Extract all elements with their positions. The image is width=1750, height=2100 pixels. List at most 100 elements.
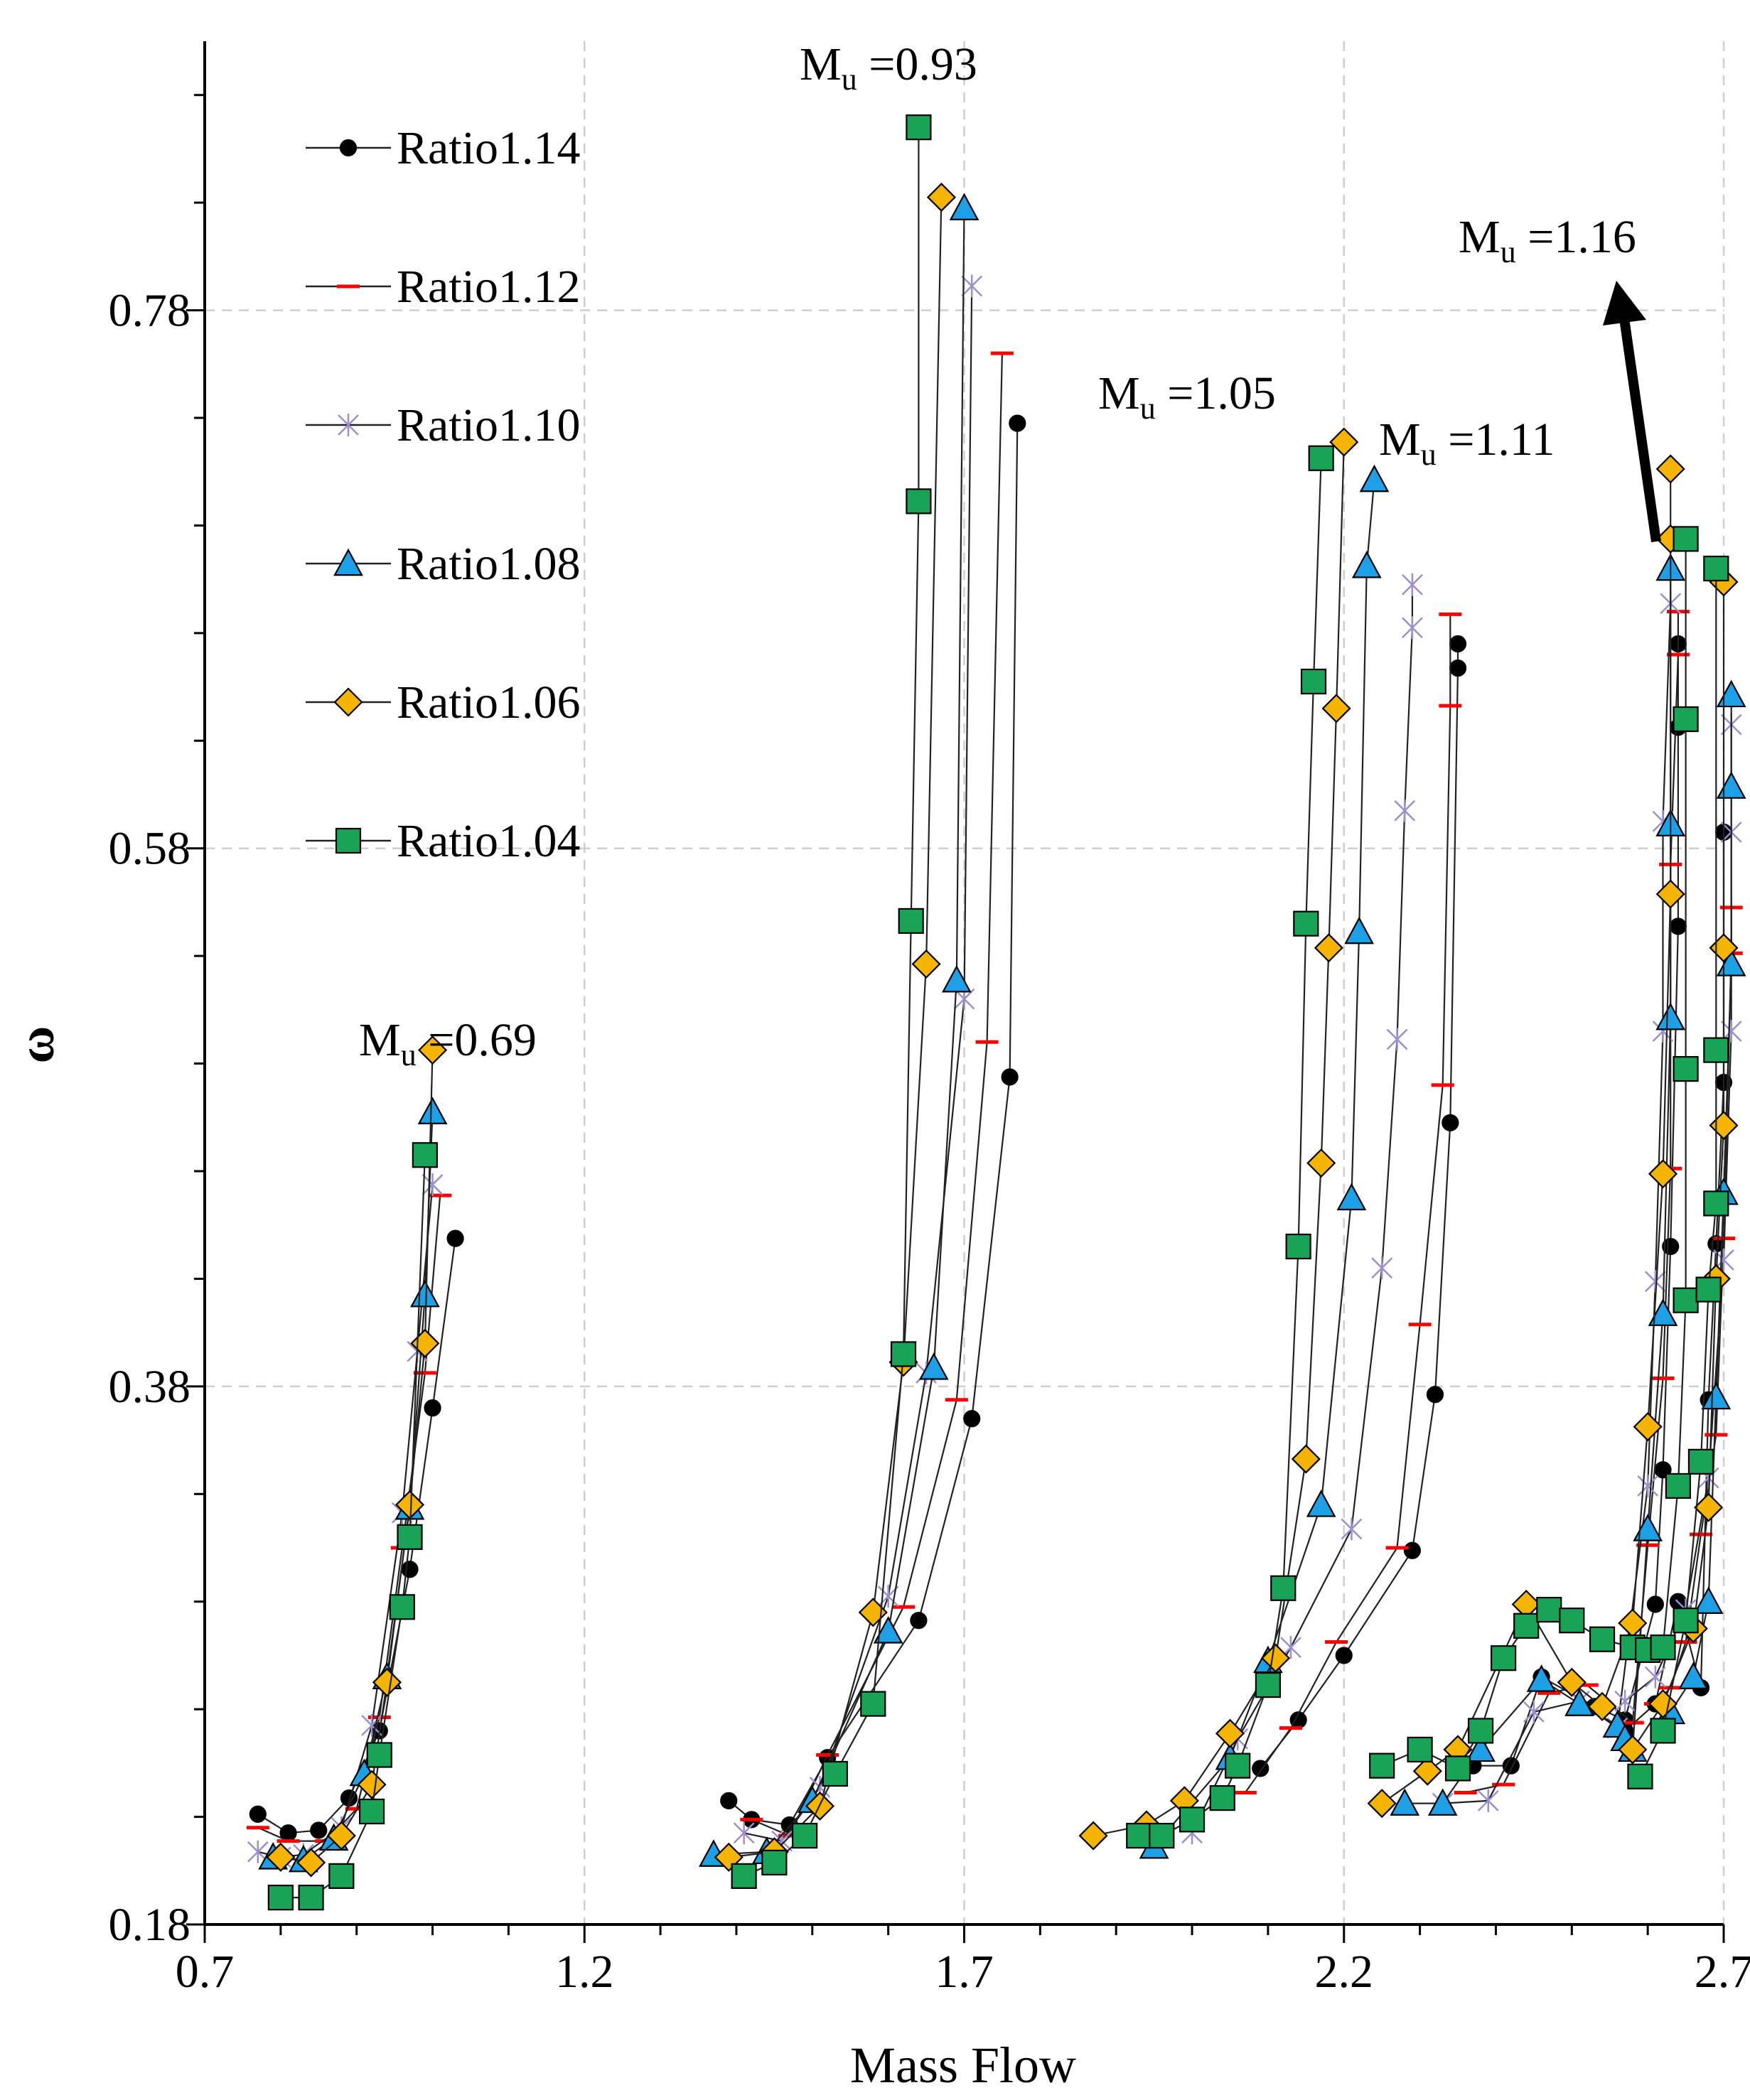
data-point <box>1335 1647 1353 1664</box>
data-point <box>1078 1821 1108 1851</box>
data-point <box>1009 414 1026 432</box>
data-point <box>792 1822 818 1849</box>
data-point <box>1308 445 1334 471</box>
series-line <box>1639 569 1717 1777</box>
data-point <box>267 1885 294 1911</box>
legend-entry: Ratio1.12 <box>306 261 581 313</box>
data-point <box>1449 635 1467 653</box>
data-point <box>310 1821 328 1839</box>
data-point <box>926 183 957 212</box>
data-point <box>1665 1472 1691 1499</box>
data-point <box>1225 1752 1251 1779</box>
mach-annotation-base: M <box>800 38 842 90</box>
x-tick-label: 2.2 <box>1315 1946 1374 1998</box>
data-point <box>906 114 932 141</box>
series-ratio1-04 <box>267 114 1729 1911</box>
data-point <box>720 1792 738 1809</box>
data-point <box>1336 1183 1367 1211</box>
legend-entry: Ratio1.04 <box>306 815 581 867</box>
plot-area <box>246 114 1746 1911</box>
data-point <box>266 1842 296 1872</box>
legend-label: Ratio1.06 <box>397 677 581 728</box>
data-point <box>397 1524 423 1550</box>
legend-label: Ratio1.08 <box>397 538 581 590</box>
legend-entry: Ratio1.08 <box>306 538 581 590</box>
data-point <box>822 1760 848 1787</box>
legend-entry: Ratio1.06 <box>306 677 581 728</box>
data-point <box>1402 616 1423 640</box>
legend: Ratio1.14 Ratio1.12 Ratio1.10 Ratio1.08 Rati… <box>306 122 581 867</box>
data-point <box>1491 1645 1517 1671</box>
mach-annotation: Mu =1.16 <box>1459 211 1636 269</box>
data-point <box>1648 1159 1678 1189</box>
data-point <box>1627 1763 1653 1789</box>
data-point <box>296 1848 326 1878</box>
data-point <box>1678 1662 1709 1689</box>
data-point <box>911 949 941 979</box>
data-point <box>358 1798 385 1825</box>
y-tick-label: 0.18 <box>109 1899 191 1951</box>
data-point <box>1709 933 1739 963</box>
data-point <box>1587 1691 1617 1721</box>
data-point <box>401 1561 419 1578</box>
data-point <box>1359 464 1390 492</box>
series-line <box>1244 614 1451 1794</box>
data-point <box>1390 1788 1420 1816</box>
data-point <box>249 1805 267 1823</box>
legend-marker <box>339 139 358 157</box>
series-line <box>1442 603 1672 1804</box>
x-tick-label: 1.7 <box>935 1946 994 1998</box>
y-tick-label: 0.58 <box>109 823 191 875</box>
data-point <box>446 1229 464 1247</box>
data-point <box>361 1713 382 1737</box>
mach-annotation-base: M <box>1098 367 1140 419</box>
data-point <box>298 1885 324 1911</box>
series-line <box>1631 581 1725 1750</box>
data-point <box>1329 427 1359 457</box>
x-tick-label: 1.2 <box>555 1946 614 1998</box>
data-point <box>1300 668 1327 695</box>
data-point <box>1646 1595 1664 1613</box>
data-point <box>961 274 983 298</box>
data-point <box>941 964 972 993</box>
legend-label: Ratio1.14 <box>397 122 581 174</box>
data-point <box>1655 1002 1686 1030</box>
mach-annotation-base: M <box>1459 211 1501 263</box>
data-point <box>890 1341 917 1367</box>
mach-annotation-base: M <box>1379 414 1421 465</box>
data-point <box>1427 1788 1458 1816</box>
data-point <box>1614 1689 1636 1713</box>
data-point <box>1650 1718 1676 1744</box>
data-point <box>731 1863 757 1889</box>
data-point <box>1344 916 1374 944</box>
data-point <box>1589 1626 1616 1652</box>
data-point <box>1669 917 1687 935</box>
data-point <box>1426 1386 1444 1404</box>
legend-marker <box>335 827 362 854</box>
data-point <box>1716 679 1746 708</box>
data-point <box>1442 1114 1459 1131</box>
data-point <box>1633 1412 1663 1442</box>
mach-annotation: Mu =0.93 <box>800 38 977 97</box>
data-point <box>1673 1608 1699 1634</box>
series-line <box>1093 442 1345 1837</box>
arrow-head <box>1603 281 1646 325</box>
data-point <box>1716 949 1746 976</box>
data-point <box>1633 1514 1663 1541</box>
x-tick-label: 2.7 <box>1695 1946 1750 1998</box>
data-point <box>1306 1490 1336 1517</box>
data-point <box>1694 1492 1724 1522</box>
legend-label: Ratio1.10 <box>397 399 581 451</box>
data-point <box>1644 1665 1666 1689</box>
data-point <box>1703 1037 1729 1063</box>
mach-annotation: Mu =0.69 <box>359 1014 537 1072</box>
data-point <box>860 1691 886 1717</box>
data-point <box>1126 1822 1152 1849</box>
axis-ticks <box>186 94 1725 1943</box>
mach-annotation-base: M <box>359 1014 401 1066</box>
data-point <box>1412 1756 1442 1786</box>
data-point <box>1662 1237 1680 1256</box>
data-point <box>1407 1736 1433 1763</box>
